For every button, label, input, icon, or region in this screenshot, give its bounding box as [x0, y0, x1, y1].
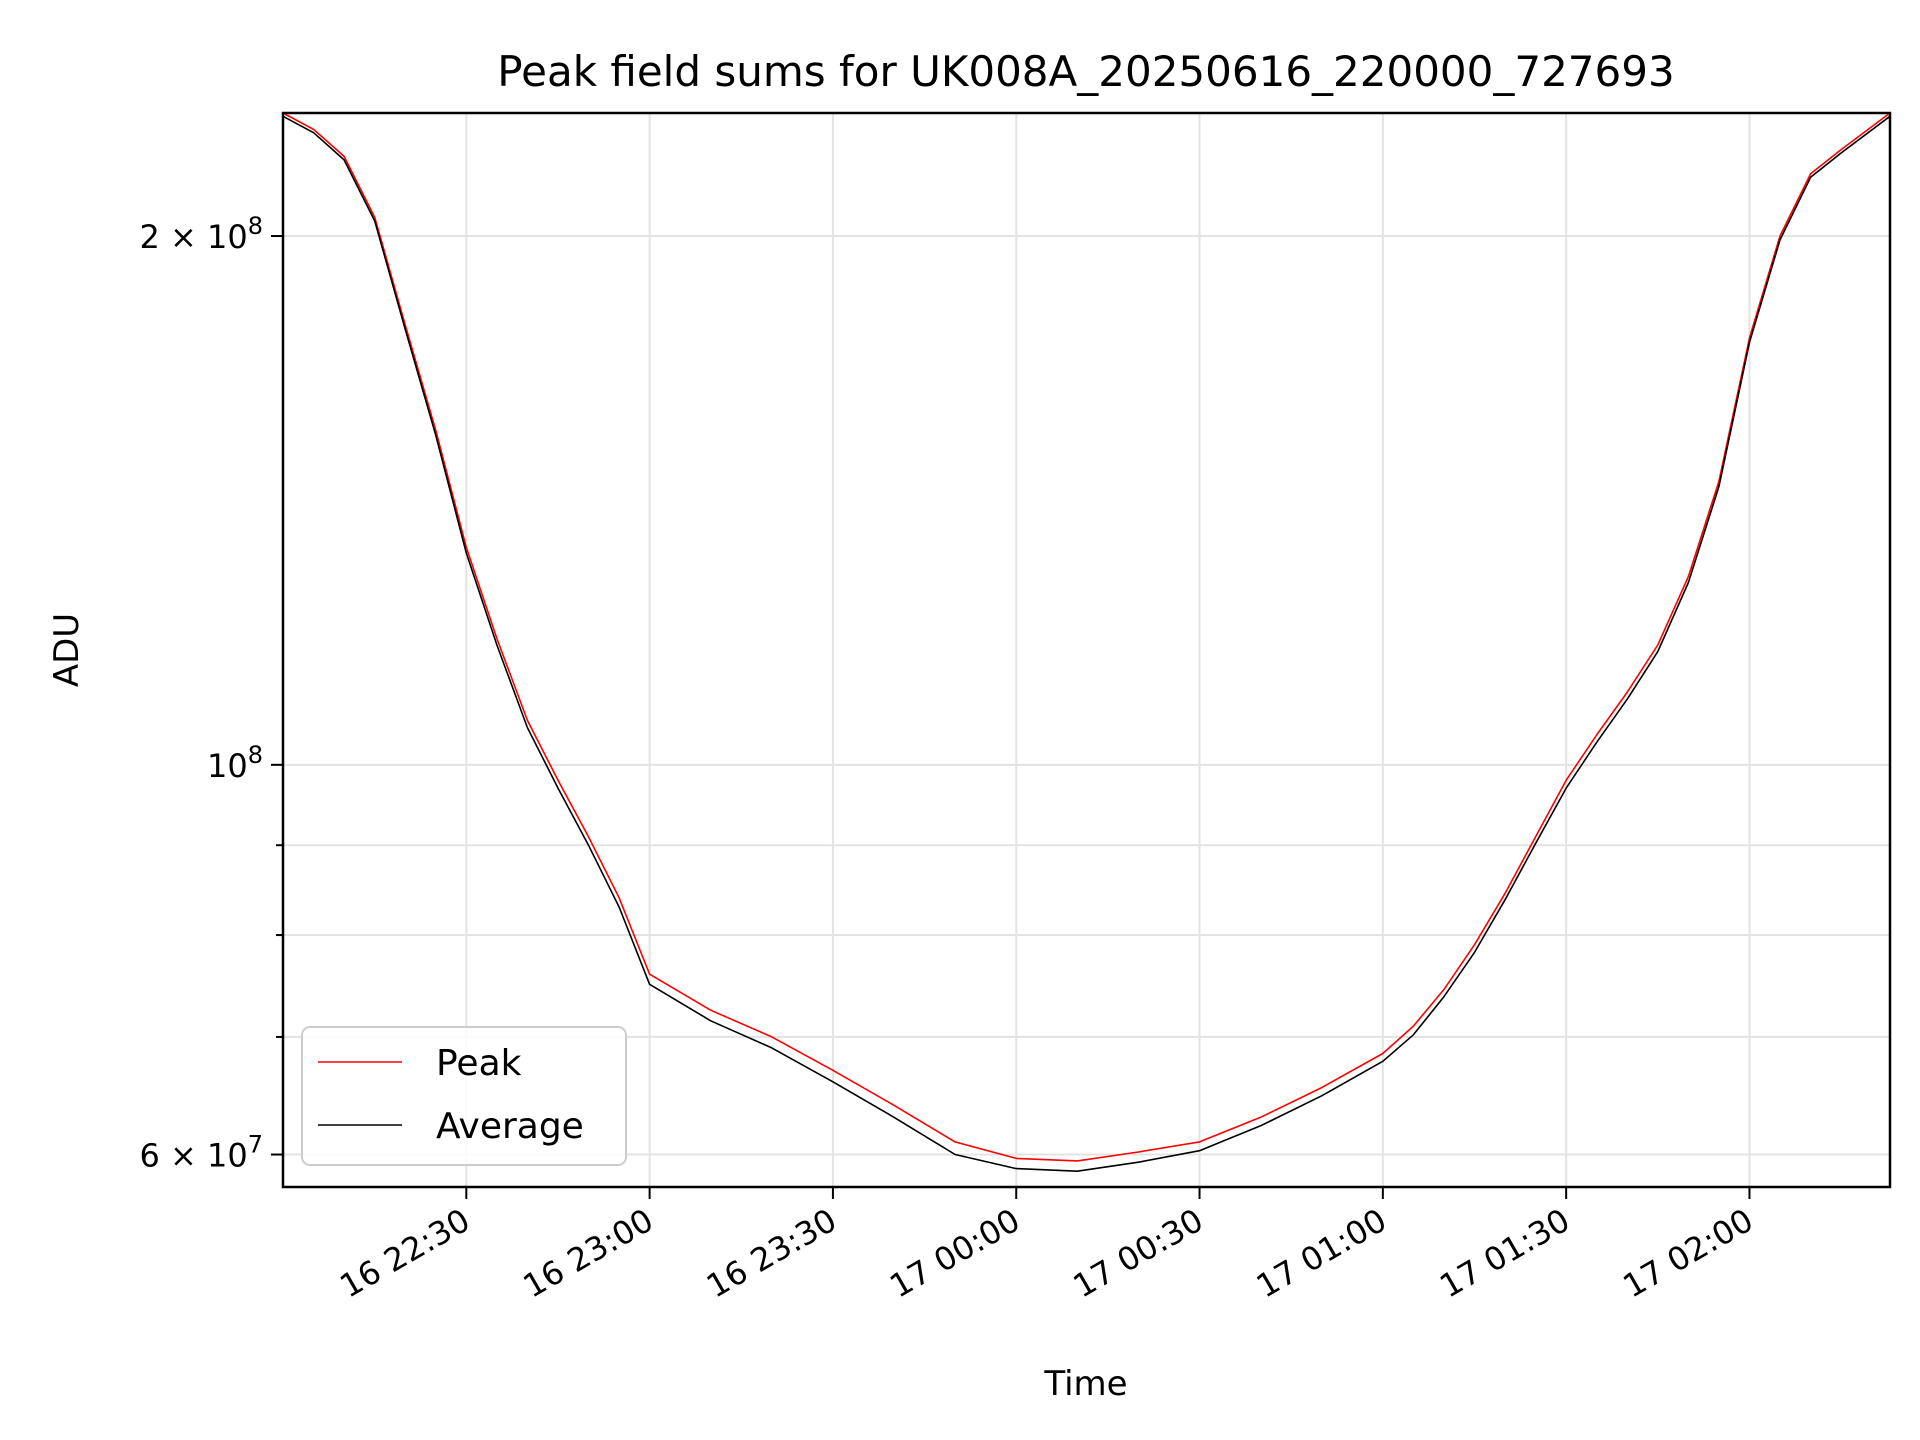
- legend: Peak Average: [301, 1026, 627, 1166]
- series-line-peak: [282, 112, 1891, 1162]
- x-axis-label: Time: [1043, 1364, 1127, 1404]
- chart-title: Peak field sums for UK008A_20250616_2200…: [497, 47, 1674, 96]
- series-line-average: [282, 115, 1891, 1172]
- y-tick-label: 108: [207, 741, 263, 785]
- ticks: [271, 235, 1751, 1199]
- legend-label-average: Average: [436, 1106, 584, 1147]
- series-lines: [282, 112, 1891, 1172]
- plot-frame: [281, 111, 1892, 1189]
- y-axis-label: ADU: [47, 613, 87, 687]
- legend-label-peak: Peak: [436, 1043, 522, 1084]
- y-tick-label: 6 × 107: [139, 1131, 263, 1175]
- y-tick-label: 2 × 108: [139, 212, 263, 256]
